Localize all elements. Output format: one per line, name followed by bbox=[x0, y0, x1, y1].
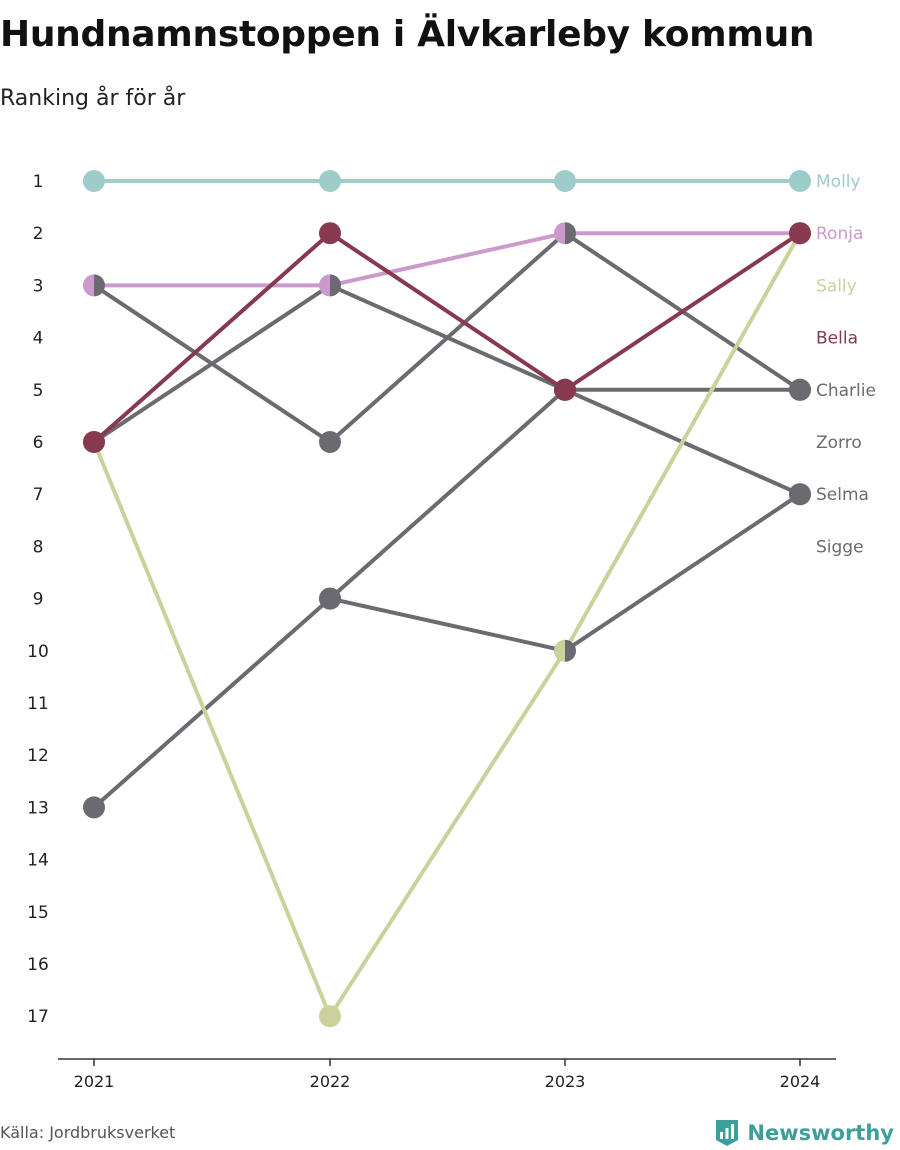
series-lines bbox=[92, 179, 802, 1019]
y-tick-label: 14 bbox=[27, 851, 49, 871]
brand-logo: Newsworthy bbox=[714, 1118, 894, 1148]
y-tick-label: 3 bbox=[33, 276, 44, 296]
point-selma-2021 bbox=[83, 796, 105, 819]
newsworthy-logo-icon bbox=[716, 1120, 739, 1146]
end-label-molly: Molly bbox=[816, 172, 861, 192]
split-point-right-2021-3 bbox=[94, 274, 106, 297]
split-point-right-2022-3 bbox=[330, 274, 341, 297]
y-tick-label: 15 bbox=[27, 903, 49, 923]
split-point-right-2023-2 bbox=[565, 222, 576, 245]
end-label-sally: Sally bbox=[816, 276, 857, 296]
chart-subtitle: Ranking år för år bbox=[0, 86, 186, 111]
split-point-left-2022-3 bbox=[319, 274, 330, 297]
end-label-selma: Selma bbox=[816, 485, 869, 505]
point-zorro-2024 bbox=[789, 378, 811, 401]
point-zorro-2022 bbox=[319, 431, 341, 453]
y-tick-label: 5 bbox=[33, 381, 44, 401]
split-point-left-2021-3 bbox=[83, 274, 94, 297]
series-line-ronja bbox=[92, 231, 802, 288]
end-label-bella: Bella bbox=[816, 329, 858, 349]
y-tick-label: 12 bbox=[27, 746, 49, 766]
end-labels: Molly Ronja Sally Bella Charlie Zorro Selma Sig… bbox=[816, 172, 876, 557]
point-molly-2023 bbox=[554, 170, 576, 192]
series-line-sigge bbox=[328, 492, 802, 653]
x-tick-label: 2024 bbox=[780, 1072, 821, 1091]
y-tick-label: 1 bbox=[33, 172, 44, 192]
x-tick-label: 2021 bbox=[74, 1072, 115, 1091]
y-tick-label: 7 bbox=[33, 485, 44, 505]
point-sigge-2024 bbox=[789, 483, 811, 506]
chart-title: Hundnamnstoppen i Älvkarleby kommun bbox=[0, 14, 815, 55]
series-line-zorro bbox=[92, 231, 802, 444]
series-markers bbox=[83, 170, 811, 1028]
split-point-left-2023-10 bbox=[554, 639, 565, 662]
series-line-bella bbox=[92, 231, 802, 444]
end-label-charlie: Charlie bbox=[816, 381, 876, 401]
y-tick-label: 4 bbox=[33, 329, 44, 349]
point-molly-2022 bbox=[319, 170, 341, 192]
series-line-sally bbox=[92, 231, 802, 1019]
end-label-zorro: Zorro bbox=[816, 433, 862, 453]
x-tick-label: 2023 bbox=[545, 1072, 586, 1091]
source-note: Källa: Jordbruksverket bbox=[0, 1123, 176, 1142]
end-label-sigge: Sigge bbox=[816, 537, 864, 557]
end-label-ronja: Ronja bbox=[816, 224, 863, 244]
x-axis: 2021 2022 2023 2024 bbox=[58, 1058, 836, 1091]
point-bella-2023 bbox=[554, 378, 576, 401]
y-tick-label: 10 bbox=[27, 642, 49, 662]
brand-name: Newsworthy bbox=[747, 1121, 894, 1145]
point-sigge-2022 bbox=[319, 587, 341, 610]
point-bella-2024 bbox=[789, 222, 811, 245]
y-tick-label: 6 bbox=[33, 433, 44, 453]
split-point-left-2023-2 bbox=[554, 222, 565, 245]
y-tick-label: 16 bbox=[27, 955, 49, 975]
point-sally-2022 bbox=[319, 1005, 341, 1028]
y-tick-label: 8 bbox=[33, 537, 44, 557]
point-bella-2021 bbox=[83, 431, 105, 453]
y-tick-label: 9 bbox=[33, 590, 44, 610]
x-tick-label: 2022 bbox=[310, 1072, 351, 1091]
point-molly-2021 bbox=[83, 170, 105, 192]
point-molly-2024 bbox=[789, 170, 811, 192]
y-tick-label: 13 bbox=[27, 798, 49, 818]
split-point-right-2023-10 bbox=[565, 639, 576, 662]
y-tick-label: 11 bbox=[27, 694, 49, 714]
series-line-selma bbox=[92, 387, 802, 810]
y-tick-label: 17 bbox=[27, 1007, 49, 1027]
y-tick-label: 2 bbox=[33, 224, 44, 244]
point-bella-2022 bbox=[319, 222, 341, 245]
